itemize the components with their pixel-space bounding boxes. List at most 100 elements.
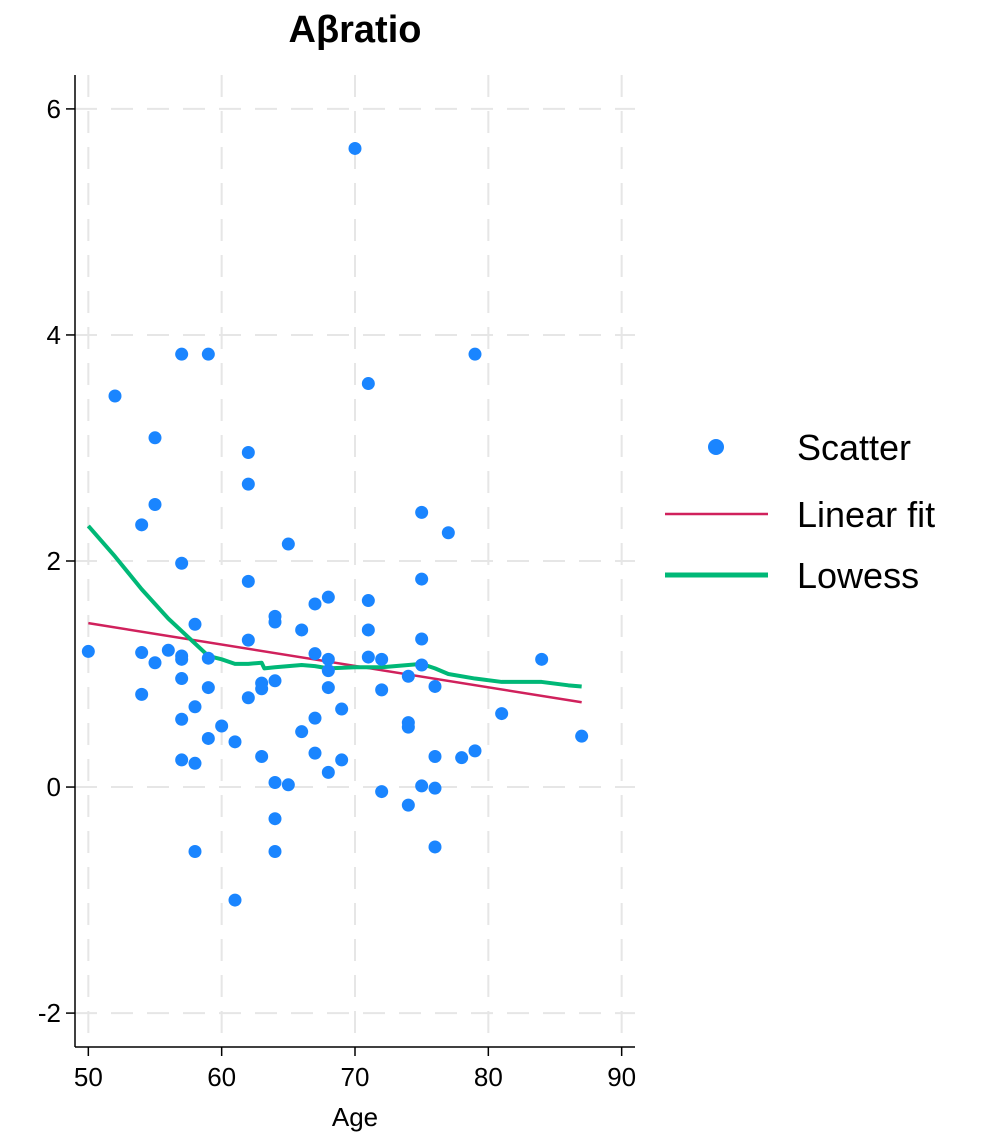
grid [75, 75, 635, 1047]
y-tick-label: 0 [47, 772, 61, 802]
scatter-point [161, 643, 175, 657]
axes: 50 60 70 80 90 -2 0 2 4 6 [38, 75, 636, 1092]
legend: Scatter Linear fit Lowess [665, 427, 935, 596]
scatter-point [268, 776, 282, 790]
scatter-point [135, 518, 149, 532]
scatter-point [241, 477, 255, 491]
scatter-point [361, 594, 375, 608]
linear-fit-line [88, 621, 582, 704]
series-lines [86, 524, 582, 704]
scatter-point [455, 751, 469, 765]
scatter-point [335, 702, 349, 716]
scatter-point [308, 711, 322, 725]
scatter-point [135, 687, 149, 701]
scatter-point [215, 719, 229, 733]
scatter-point [495, 707, 509, 721]
scatter-point [401, 669, 415, 683]
scatter-point [201, 681, 215, 695]
x-tick-label: 50 [74, 1062, 103, 1092]
scatter-point [228, 735, 242, 749]
scatter-point [321, 664, 335, 678]
scatter-point [575, 729, 589, 743]
scatter-point [308, 647, 322, 661]
y-tick-label: 4 [47, 320, 61, 350]
legend-item-linear-fit: Linear fit [665, 494, 935, 535]
scatter-point [175, 753, 189, 767]
chart-title: Aβratio [289, 9, 422, 51]
scatter-point [148, 656, 162, 670]
scatter-point [108, 389, 122, 403]
scatter-point [321, 681, 335, 695]
scatter-point [415, 505, 429, 519]
scatter-points [81, 141, 589, 907]
scatter-point [321, 590, 335, 604]
scatter-point [308, 597, 322, 611]
scatter-point [268, 812, 282, 826]
scatter-point [415, 632, 429, 646]
scatter-point [375, 683, 389, 697]
scatter-point [201, 731, 215, 745]
scatter-point [415, 779, 429, 793]
scatter-point [241, 445, 255, 459]
scatter-point [81, 644, 95, 658]
scatter-point [415, 572, 429, 586]
scatter-point [241, 691, 255, 705]
scatter-point [295, 623, 309, 637]
scatter-point [428, 750, 442, 764]
scatter-point [268, 674, 282, 688]
y-tick-label: 2 [47, 546, 61, 576]
scatter-point [188, 844, 202, 858]
scatter-point [175, 347, 189, 361]
lowess-line [86, 524, 582, 689]
scatter-point [428, 679, 442, 693]
legend-item-lowess: Lowess [665, 555, 919, 596]
scatter-point [175, 652, 189, 666]
scatter-point [135, 646, 149, 660]
scatter-point [321, 652, 335, 666]
scatter-point [188, 756, 202, 770]
legend-marker-scatter [708, 439, 724, 455]
scatter-point [375, 652, 389, 666]
scatter-point [295, 725, 309, 739]
scatter-point [468, 744, 482, 758]
scatter-point [468, 347, 482, 361]
legend-label: Scatter [797, 427, 911, 468]
scatter-point [268, 615, 282, 629]
scatter-point [361, 623, 375, 637]
scatter-point [535, 652, 549, 666]
scatter-point [241, 574, 255, 588]
scatter-point [188, 700, 202, 714]
x-tick-label: 80 [474, 1062, 503, 1092]
scatter-point [255, 682, 269, 696]
scatter-point [308, 746, 322, 760]
scatter-point [148, 431, 162, 445]
scatter-point [361, 377, 375, 391]
scatter-point [175, 556, 189, 570]
scatter-point [201, 651, 215, 665]
scatter-point [428, 781, 442, 795]
scatter-point [428, 840, 442, 854]
scatter-point [268, 844, 282, 858]
scatter-point [148, 497, 162, 511]
legend-item-scatter: Scatter [708, 427, 911, 468]
scatter-point [241, 633, 255, 647]
scatter-point [281, 778, 295, 792]
x-tick-label: 60 [207, 1062, 236, 1092]
scatter-point [401, 798, 415, 812]
scatter-point [335, 753, 349, 767]
scatter-point [188, 617, 202, 631]
legend-label: Lowess [797, 555, 919, 596]
scatter-point [401, 720, 415, 734]
scatter-point [255, 750, 269, 764]
scatter-point [281, 537, 295, 551]
x-tick-label: 90 [607, 1062, 636, 1092]
x-axis-title: Age [332, 1102, 378, 1132]
legend-label: Linear fit [797, 494, 935, 535]
x-tick-label: 70 [341, 1062, 370, 1092]
y-tick-label: 6 [47, 94, 61, 124]
scatter-point [348, 141, 362, 155]
scatter-point [228, 893, 242, 907]
scatter-point [415, 658, 429, 672]
scatter-point [321, 765, 335, 779]
